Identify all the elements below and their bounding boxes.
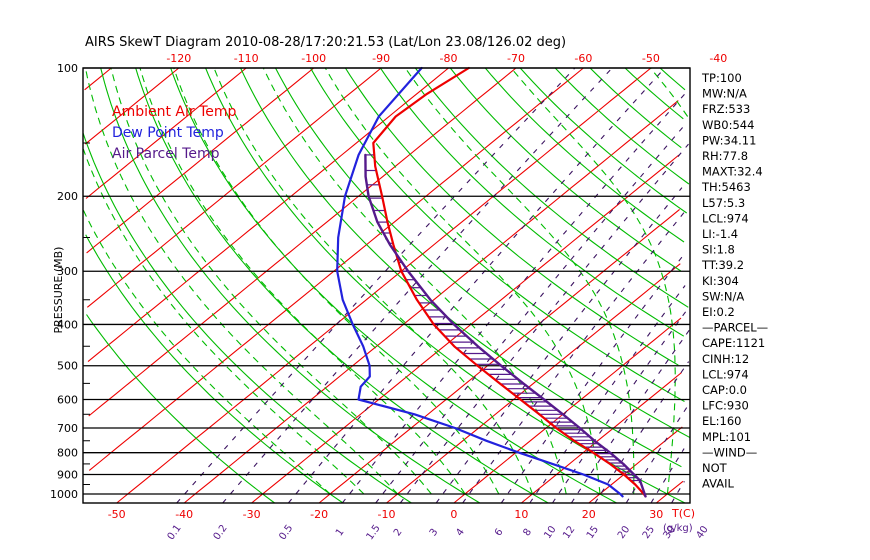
mixing-ratio-tick-label: 8 — [521, 527, 534, 539]
index-15: SW:N/A — [702, 289, 744, 303]
top-temp-tick-label: -120 — [166, 52, 191, 65]
mixing-ratio-tick-label: 3 — [428, 527, 441, 539]
bottom-temp-tick-label: 20 — [582, 508, 596, 521]
top-temp-tick-label: -70 — [507, 52, 525, 65]
mixing-ratio-tick-label: 2 — [392, 527, 405, 539]
top-temp-tick-label: -40 — [709, 52, 727, 65]
plot-frame — [82, 67, 691, 504]
index-18: CAPE:1121 — [702, 336, 765, 350]
top-temp-tick-label: -100 — [301, 52, 326, 65]
pressure-tick-label: 600 — [57, 394, 78, 407]
mixing-ratio-tick-label: 6 — [493, 527, 506, 539]
pressure-tick-label: 800 — [57, 447, 78, 460]
page-title: AIRS SkewT Diagram 2010-08-28/17:20:21.5… — [85, 35, 566, 50]
mixing-ratio-tick-label: 1 — [334, 527, 347, 539]
pressure-tick-label: 300 — [57, 265, 78, 278]
top-temp-tick-label: -110 — [234, 52, 259, 65]
pressure-axis-labels: 100 200 300 400 500 600 700 800 900 1000 — [50, 62, 78, 501]
legend-item-3: Air Parcel Temp — [112, 146, 220, 162]
pressure-tick-label: 100 — [57, 62, 78, 75]
y-axis-title: PRESSURE (MB) — [52, 247, 65, 334]
index-21: CAP:0.0 — [702, 383, 747, 397]
top-temp-tick-label: -80 — [440, 52, 458, 65]
top-temp-tick-label: -60 — [574, 52, 592, 65]
pressure-tick-label: 500 — [57, 360, 78, 373]
index-1: TP:100 — [701, 71, 742, 85]
index-24: MPL:101 — [702, 430, 751, 444]
index-25: —WIND— — [702, 445, 757, 459]
bottom-temp-tick-label: 10 — [514, 508, 528, 521]
index-6: RH:77.8 — [702, 149, 748, 163]
index-12: SI:1.8 — [702, 243, 735, 257]
bottom-temperature-labels: -50 -40 -30 -20 -10 0 10 20 30 — [108, 508, 664, 521]
bottom-temp-tick-label: -20 — [310, 508, 328, 521]
legend-item-1: Ambient Air Temp — [112, 104, 237, 120]
pressure-tick-label: 1000 — [50, 488, 78, 501]
index-27: AVAIL — [702, 477, 735, 491]
legend: Ambient Air Temp Dew Point Temp Air Parcel… — [112, 104, 237, 162]
index-20: LCL:974 — [702, 367, 749, 381]
index-23: EL:160 — [702, 414, 742, 428]
top-temp-tick-label: -50 — [642, 52, 660, 65]
bottom-temp-tick-label: -30 — [243, 508, 261, 521]
index-19: CINH:12 — [702, 352, 749, 366]
index-4: WB0:544 — [702, 118, 754, 132]
index-26: NOT — [702, 461, 728, 475]
x-axis-title-temp: T(C) — [671, 507, 695, 520]
bottom-temp-tick-label: -10 — [378, 508, 396, 521]
index-22: LFC:930 — [702, 399, 749, 413]
index-11: LI:-1.4 — [702, 227, 738, 241]
legend-item-2: Dew Point Temp — [112, 125, 224, 141]
bottom-temp-tick-label: 30 — [649, 508, 663, 521]
mixing-ratio-tick-label: 4 — [454, 527, 467, 539]
x-axis-title-mixing: (g/kg) — [663, 523, 693, 534]
index-16: EI:0.2 — [702, 305, 735, 319]
profile-curves — [336, 66, 647, 498]
index-9: L57:5.3 — [702, 196, 745, 210]
index-10: LCL:974 — [702, 211, 749, 225]
index-2: MW:N/A — [702, 87, 747, 101]
index-17: —PARCEL— — [702, 321, 768, 335]
index-8: TH:5463 — [701, 180, 751, 194]
pressure-tick-label: 200 — [57, 190, 78, 203]
index-7: MAXT:32.4 — [702, 165, 763, 179]
pressure-tick-label: 900 — [57, 469, 78, 482]
bottom-temp-tick-label: 0 — [450, 508, 457, 521]
bottom-temp-tick-label: -40 — [175, 508, 193, 521]
index-3: FRZ:533 — [702, 102, 750, 116]
index-14: KI:304 — [702, 274, 739, 288]
index-5: PW:34.11 — [702, 133, 756, 147]
top-temperature-labels: -120 -110 -100 -90 -80 -70 -60 -50 -40 — [166, 52, 727, 65]
top-temp-tick-label: -90 — [372, 52, 390, 65]
pressure-tick-label: 400 — [57, 319, 78, 332]
bottom-temp-tick-label: -50 — [108, 508, 126, 521]
index-13: TT:39.2 — [701, 258, 744, 272]
pressure-tick-label: 700 — [57, 422, 78, 435]
